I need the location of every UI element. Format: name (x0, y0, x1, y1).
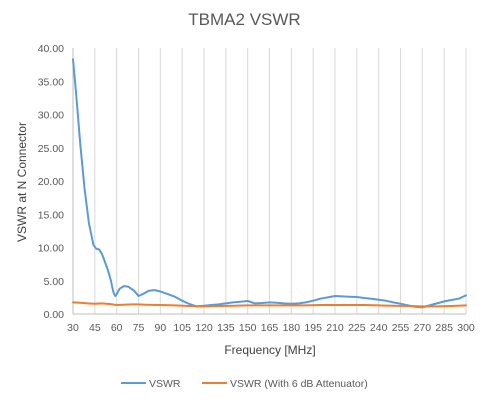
y-axis-title: VSWR at N Connector (15, 122, 29, 242)
y-tick-label: 0.00 (44, 309, 65, 321)
x-tick-label: 90 (154, 322, 166, 334)
y-tick-label: 20.00 (38, 176, 64, 188)
x-tick-label: 165 (261, 322, 279, 334)
x-tick-label: 60 (111, 322, 123, 334)
chart-title: TBMA2 VSWR (188, 10, 301, 29)
x-tick-label: 45 (89, 322, 101, 334)
series-line-1 (72, 58, 467, 309)
x-tick-label: 270 (414, 322, 432, 334)
x-tick-label: 30 (67, 322, 79, 334)
x-tick-label: 120 (195, 322, 213, 334)
legend: VSWR VSWR (With 6 dB Attenuator) (121, 378, 368, 390)
y-tick-label: 30.00 (38, 110, 64, 122)
y-tick-label: 5.00 (44, 276, 65, 288)
x-tick-label: 135 (217, 322, 235, 334)
x-tick-label: 300 (457, 322, 475, 334)
x-tick-label: 285 (435, 322, 453, 334)
x-tick-label: 150 (239, 322, 257, 334)
grid (94, 48, 467, 314)
x-tick-label: 105 (173, 322, 191, 334)
x-tick-label: 75 (133, 322, 145, 334)
x-tick-label: 180 (283, 322, 301, 334)
y-tick-label: 35.00 (38, 76, 64, 88)
y-tick-label: 25.00 (38, 143, 64, 155)
x-tick-label: 255 (392, 322, 410, 334)
legend-label-1: VSWR (149, 378, 181, 390)
x-tick-label: 240 (370, 322, 388, 334)
x-tick-label: 225 (348, 322, 366, 334)
y-tick-label: 15.00 (38, 209, 64, 221)
x-tick-label: 195 (304, 322, 322, 334)
series-group (72, 58, 467, 309)
y-tick-label: 40.00 (38, 43, 64, 55)
y-tick-label: 10.00 (38, 243, 64, 255)
axes: 30 45 60 75 90 105 120 135 150 165 180 195 210 225 240… (38, 43, 475, 334)
legend-label-2: VSWR (With 6 dB Attenuator) (230, 378, 368, 390)
x-axis-title: Frequency [MHz] (224, 343, 315, 357)
series-line-2 (72, 301, 467, 308)
x-tick-label: 210 (326, 322, 344, 334)
